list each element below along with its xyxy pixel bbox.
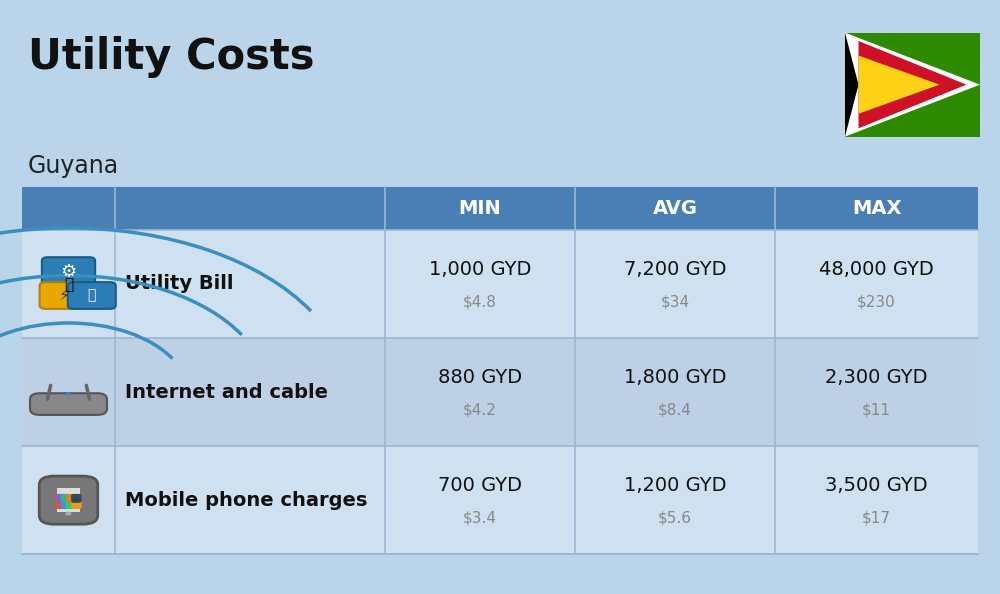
Text: MAX: MAX (852, 199, 901, 218)
FancyBboxPatch shape (39, 476, 98, 524)
Text: 2,300 GYD: 2,300 GYD (825, 368, 928, 387)
FancyBboxPatch shape (42, 257, 95, 287)
Text: $230: $230 (857, 294, 896, 309)
Bar (845, 33, 980, 137)
FancyBboxPatch shape (30, 393, 107, 415)
FancyBboxPatch shape (66, 500, 76, 509)
Text: Utility Costs: Utility Costs (28, 36, 314, 78)
Bar (22, 230, 978, 338)
Text: $4.2: $4.2 (463, 402, 497, 418)
Bar (22, 446, 978, 554)
FancyBboxPatch shape (68, 282, 116, 309)
Text: ⚡: ⚡ (58, 288, 69, 303)
Polygon shape (845, 33, 858, 137)
Text: Internet and cable: Internet and cable (125, 383, 328, 402)
Text: 7,200 GYD: 7,200 GYD (624, 260, 726, 279)
Text: 3,500 GYD: 3,500 GYD (825, 476, 928, 495)
FancyBboxPatch shape (55, 494, 66, 503)
Text: $34: $34 (660, 294, 690, 309)
FancyBboxPatch shape (61, 500, 71, 509)
FancyBboxPatch shape (57, 488, 80, 511)
Text: Guyana: Guyana (28, 154, 119, 178)
Text: $5.6: $5.6 (658, 510, 692, 526)
Text: ⚙: ⚙ (60, 263, 77, 282)
Text: $4.8: $4.8 (463, 294, 497, 309)
Text: 💧: 💧 (88, 289, 96, 302)
Text: $17: $17 (862, 510, 891, 526)
Text: 48,000 GYD: 48,000 GYD (819, 260, 934, 279)
Text: Utility Bill: Utility Bill (125, 274, 234, 293)
Text: $8.4: $8.4 (658, 402, 692, 418)
Text: MIN: MIN (459, 199, 501, 218)
FancyBboxPatch shape (40, 282, 88, 309)
Text: 1,000 GYD: 1,000 GYD (429, 260, 531, 279)
Bar (22, 338, 978, 446)
Text: Mobile phone charges: Mobile phone charges (125, 491, 367, 510)
Text: 🧑: 🧑 (64, 277, 73, 292)
Text: 1,800 GYD: 1,800 GYD (624, 368, 726, 387)
Text: $11: $11 (862, 402, 891, 418)
FancyBboxPatch shape (71, 494, 82, 503)
Polygon shape (858, 56, 940, 114)
Polygon shape (845, 33, 980, 137)
Circle shape (67, 393, 70, 396)
Text: $3.4: $3.4 (463, 510, 497, 526)
Text: 880 GYD: 880 GYD (438, 368, 522, 387)
Bar (22, 187, 978, 230)
Circle shape (66, 512, 71, 515)
FancyBboxPatch shape (61, 494, 71, 503)
Text: 1,200 GYD: 1,200 GYD (624, 476, 726, 495)
Polygon shape (858, 41, 966, 128)
Text: AVG: AVG (652, 199, 698, 218)
FancyBboxPatch shape (55, 500, 66, 509)
FancyBboxPatch shape (66, 494, 76, 503)
FancyBboxPatch shape (71, 500, 82, 509)
Text: 700 GYD: 700 GYD (438, 476, 522, 495)
